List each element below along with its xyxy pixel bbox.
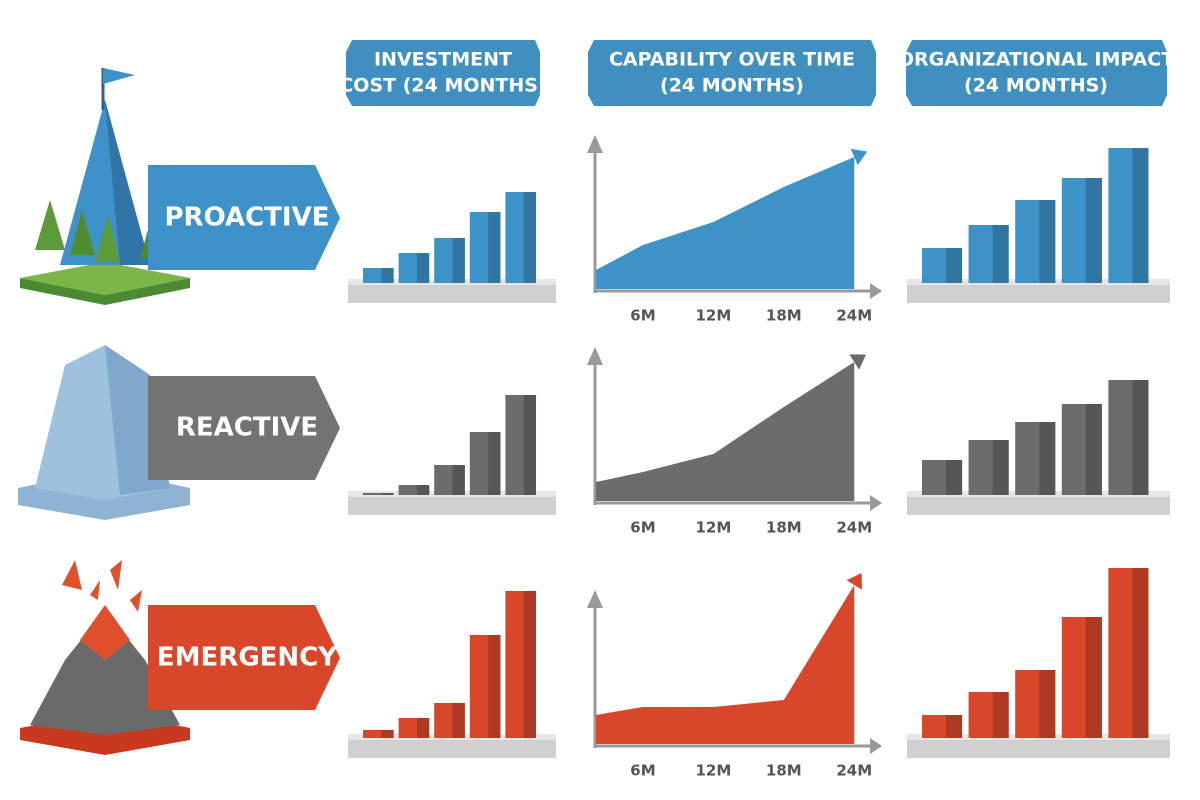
x-tick-label: 18M (766, 762, 802, 780)
x-tick-label: 24M (836, 307, 872, 325)
bar-side (523, 591, 537, 738)
platform (348, 495, 556, 515)
header-box (906, 40, 1167, 106)
bar-side (416, 485, 430, 495)
header-line: COST (24 MONTHS) (339, 75, 546, 97)
bar-side (946, 460, 963, 495)
x-tick-label: 12M (695, 307, 731, 325)
axis-arrow (587, 135, 603, 153)
bar-side (1039, 200, 1056, 283)
bar-side (992, 440, 1009, 495)
bar-side (1085, 617, 1102, 738)
bar-side (523, 395, 537, 495)
platform (907, 738, 1170, 758)
x-tick-label: 18M (766, 307, 802, 325)
bar-side (1039, 670, 1056, 738)
row-banner (148, 165, 340, 270)
platform (348, 283, 556, 303)
header-box (346, 40, 540, 106)
header-line: ORGANIZATIONAL IMPACT (898, 49, 1174, 71)
bar-side (416, 253, 430, 283)
axis-arrow (870, 283, 882, 299)
row-label: REACTIVE (176, 413, 318, 443)
x-tick-label: 24M (836, 762, 872, 780)
bar-side (488, 432, 501, 495)
area (596, 362, 855, 501)
bar-side (381, 493, 394, 495)
bar-side (992, 692, 1009, 738)
area (596, 585, 855, 744)
bar-side (452, 465, 465, 495)
x-tick-label: 18M (766, 519, 802, 537)
bar-side (381, 730, 394, 738)
bar-side (1039, 422, 1056, 495)
bar-side (992, 225, 1009, 283)
bar-side (946, 248, 963, 283)
bar-side (1132, 380, 1149, 495)
bar-side (452, 238, 465, 283)
platform (907, 495, 1170, 515)
bar-side (381, 268, 394, 283)
volcano-icon (20, 560, 190, 755)
bar-side (946, 715, 963, 738)
x-tick-label: 6M (630, 519, 655, 537)
row-banner (148, 376, 340, 480)
bar-side (488, 635, 501, 738)
axis-arrow (587, 347, 603, 365)
bar (363, 493, 394, 495)
x-tick-label: 6M (630, 762, 655, 780)
bar-side (416, 718, 430, 738)
bar (363, 730, 394, 738)
header-line: (24 MONTHS) (660, 75, 804, 97)
area (596, 157, 855, 289)
platform (907, 283, 1170, 303)
header-line: (24 MONTHS) (964, 75, 1108, 97)
axis-arrow (870, 738, 882, 754)
header-line: INVESTMENT (374, 49, 512, 71)
axis-arrow (587, 590, 603, 608)
trend-arrow (846, 573, 862, 590)
rock-icon (18, 345, 190, 520)
mountain-icon (20, 68, 190, 305)
platform (348, 738, 556, 758)
bar-side (452, 703, 465, 738)
row-label: EMERGENCY (157, 643, 338, 673)
axis-arrow (870, 495, 882, 511)
x-tick-label: 12M (695, 519, 731, 537)
bar-side (1132, 568, 1149, 738)
bar (398, 485, 430, 495)
bar-side (523, 192, 537, 283)
x-tick-label: 6M (630, 307, 655, 325)
bar-side (1085, 404, 1102, 495)
header-line: CAPABILITY OVER TIME (609, 49, 855, 71)
x-tick-label: 12M (695, 762, 731, 780)
bar-side (1132, 148, 1149, 283)
trend-arrow (849, 354, 867, 370)
bar-side (1085, 178, 1102, 283)
row-banner (148, 605, 340, 710)
bar-side (488, 212, 501, 283)
x-tick-label: 24M (836, 519, 872, 537)
header-box (588, 40, 876, 106)
trend-arrow (850, 148, 868, 166)
row-label: PROACTIVE (165, 203, 330, 233)
